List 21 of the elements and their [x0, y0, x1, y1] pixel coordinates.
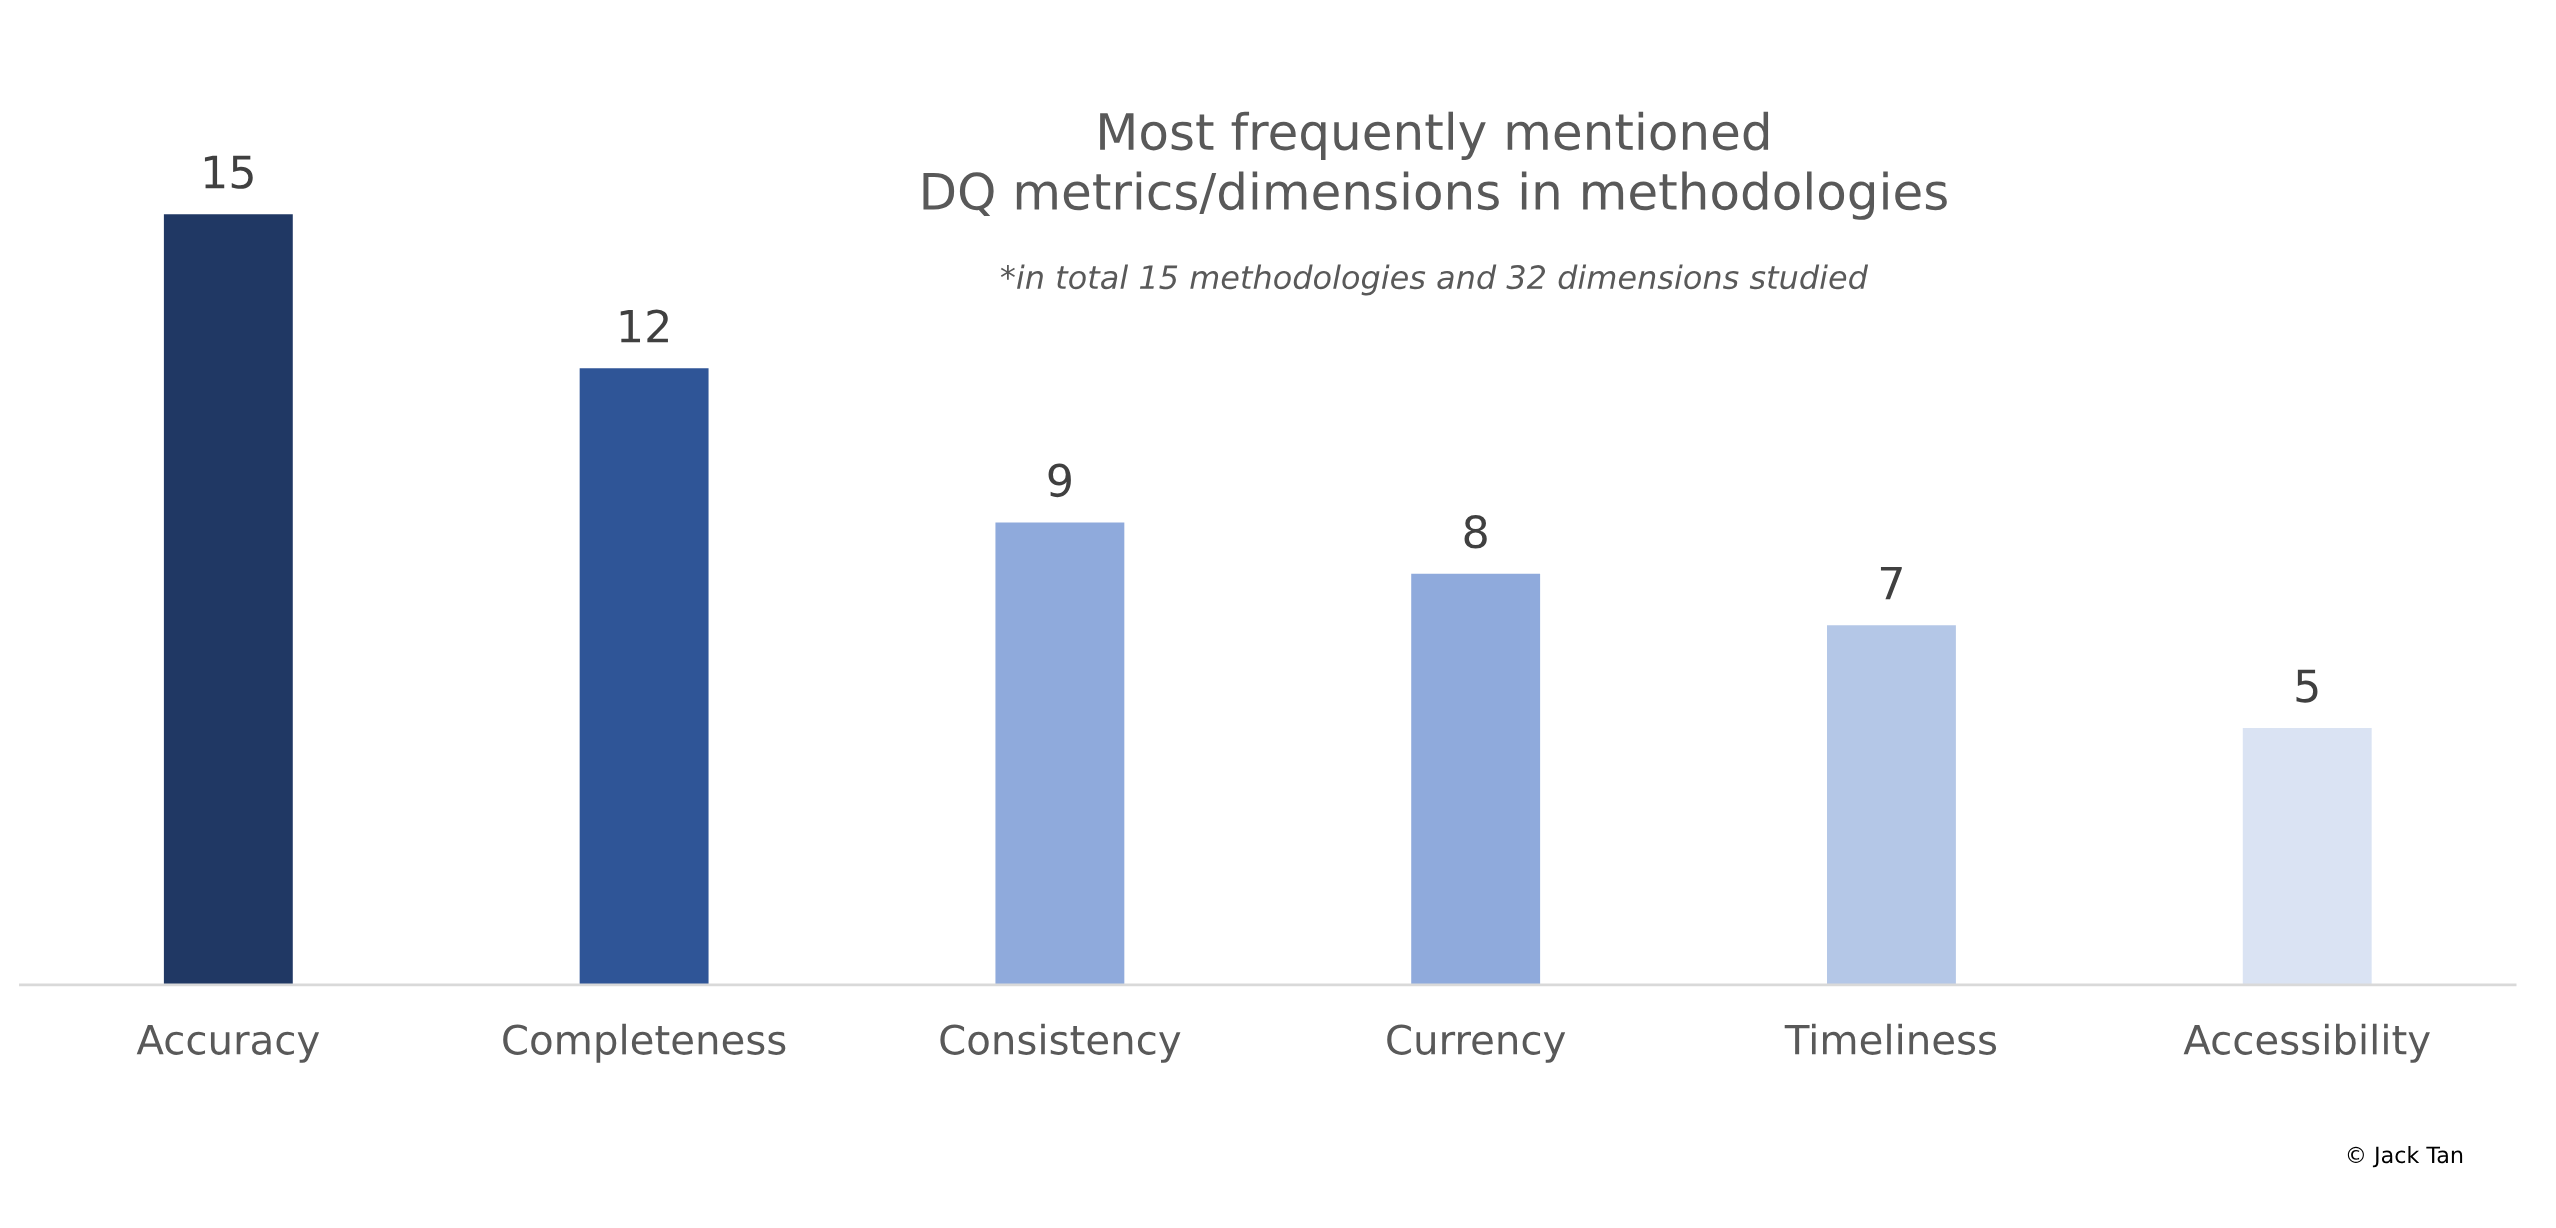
bar [1411, 573, 1541, 985]
x-tick-label: Consistency [940, 1023, 1181, 1063]
x-tick-label: Accuracy [136, 1024, 320, 1063]
bar [1826, 625, 1956, 985]
text: *in total 15 methodologies and 32 dimensions studied [1000, 264, 1869, 296]
data-label: 5 [2296, 669, 2318, 703]
chart-title: Most frequently mentioned DQ metrics/dimensions in methodologies [923, 111, 1947, 220]
bar [163, 214, 293, 985]
text: © Jack Tan [2347, 1146, 2463, 1168]
x-tick-label: Completeness [503, 1023, 786, 1063]
data-label: 7 [1880, 566, 1902, 600]
bar [579, 368, 709, 985]
x-tick-label: Timeliness [1784, 1023, 1997, 1055]
bar [995, 522, 1125, 985]
bar [2242, 727, 2372, 985]
data-label: 12 [620, 309, 668, 343]
data-label: 8 [1464, 514, 1487, 549]
x-tick-label: Accessibility [2183, 1023, 2430, 1063]
x-tick-label: Currency [1387, 1024, 1566, 1063]
data-label: 9 [1048, 463, 1071, 498]
data-label: 15 [204, 155, 253, 189]
